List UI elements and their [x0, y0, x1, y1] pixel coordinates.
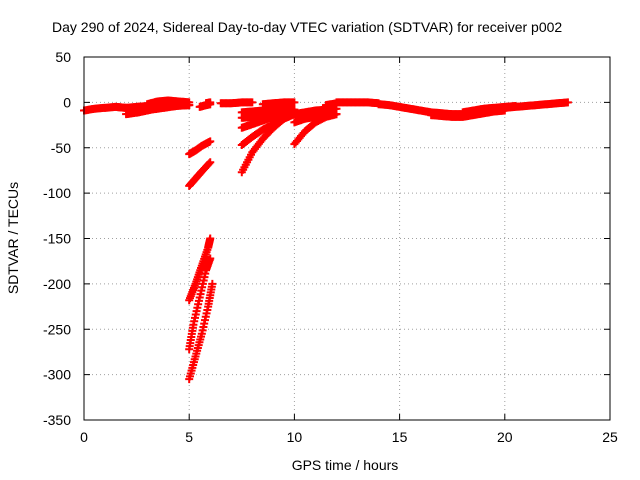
x-axis-label: GPS time / hours [292, 457, 399, 473]
y-tick-label: -200 [43, 276, 71, 292]
data-point-marker [206, 234, 215, 243]
plot-area-border [83, 56, 611, 421]
chart-title: Day 290 of 2024, Sidereal Day-to-day VTE… [52, 19, 562, 35]
x-tick-label: 15 [392, 429, 408, 445]
x-axis-ticks: 0 5 10 15 20 25 [80, 57, 618, 445]
data-points [80, 96, 572, 384]
x-tick-label: 25 [602, 429, 618, 445]
y-tick-label: 50 [55, 49, 71, 65]
data-point-marker [206, 158, 215, 167]
y-tick-label: -100 [43, 185, 71, 201]
data-point-marker [563, 98, 572, 107]
x-tick-label: 20 [497, 429, 513, 445]
data-point-marker [206, 98, 215, 107]
y-tick-label: -150 [43, 231, 71, 247]
data-point-marker [248, 98, 257, 107]
y-axis-label: SDTVAR / TECUs [5, 182, 21, 294]
x-tick-label: 10 [287, 429, 303, 445]
data-point-marker [205, 159, 214, 168]
y-tick-label: -250 [43, 321, 71, 337]
data-point-marker [290, 98, 299, 107]
data-point-marker [208, 279, 217, 288]
y-tick-label: -300 [43, 367, 71, 383]
data-point-marker [185, 98, 194, 107]
y-tick-label: -350 [43, 412, 71, 428]
y-tick-label: 0 [63, 94, 71, 110]
y-tick-label: -50 [51, 140, 71, 156]
x-tick-label: 5 [185, 429, 193, 445]
x-tick-label: 0 [80, 429, 88, 445]
y-axis-ticks: 50 0 -50 -100 -150 -200 -250 -300 -350 [43, 49, 610, 428]
data-point-marker [206, 137, 215, 146]
data-point-marker [206, 254, 215, 263]
